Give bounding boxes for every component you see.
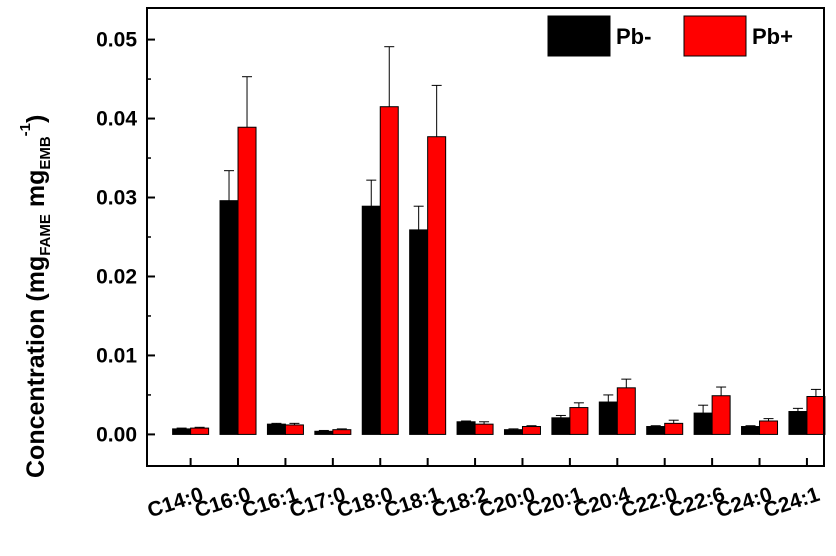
y-axis-label-sub-fame: FAME: [37, 214, 54, 256]
y-axis-label-close: ): [22, 115, 50, 123]
y-axis-label-sub-emb: EMB: [37, 136, 54, 170]
y-axis-label-sup: -1: [17, 123, 34, 136]
bar-pbplus: [427, 136, 447, 435]
bar-pbminus: [361, 205, 381, 435]
y-axis-label: Concentration (mgFAME mgEMB-1): [17, 115, 54, 478]
y-tick-label: 0.04: [96, 108, 137, 131]
y-tick-label: 0.05: [96, 29, 137, 52]
bar-pbminus: [646, 426, 666, 435]
bar-pbminus: [693, 412, 713, 435]
y-axis-label-main: Concentration (mg: [22, 256, 50, 478]
bar-pbplus: [569, 407, 589, 435]
bar-pbminus: [741, 426, 761, 435]
legend-label-pb-minus: Pb-: [616, 24, 651, 49]
y-axis: 0.00 0.01 0.02 0.03 0.04 0.05: [96, 29, 155, 446]
x-tick-label: C24:1: [761, 483, 823, 523]
bars-layer: [172, 46, 826, 435]
bar-pbminus: [551, 417, 571, 435]
bar-pbplus: [474, 423, 494, 435]
bar-pbminus: [266, 423, 286, 435]
bar-pbminus: [788, 411, 808, 435]
bar-pbminus: [172, 428, 192, 435]
bar-pbplus: [521, 426, 541, 435]
bar-pbplus: [806, 396, 826, 435]
bar-pbminus: [409, 229, 429, 435]
legend: Pb- Pb+: [547, 15, 793, 57]
bar-pbminus: [503, 429, 523, 435]
bar-pbplus: [332, 429, 352, 435]
y-tick-label: 0.01: [96, 344, 137, 367]
bar-pbminus: [598, 401, 618, 435]
bar-pbplus: [664, 422, 684, 435]
bar-pbplus: [711, 395, 731, 435]
bar-pbminus: [314, 430, 334, 435]
x-axis: C14:0C16:0C16:1C17:0C18:0C18:1C18:2C20:0…: [145, 458, 823, 522]
y-tick-label: 0.02: [96, 265, 137, 288]
bar-pbminus: [456, 421, 476, 435]
y-tick-label: 0.00: [96, 423, 137, 446]
legend-swatch-pb-minus: [547, 15, 611, 57]
bar-pbplus: [284, 424, 304, 435]
bar-pbplus: [190, 427, 210, 435]
bar-pbplus: [616, 387, 636, 435]
legend-swatch-pb-plus: [683, 15, 747, 57]
bar-pbplus: [379, 106, 399, 435]
y-axis-label-mid: mg: [22, 170, 50, 214]
bar-pbplus: [759, 420, 779, 435]
plot-frame: [146, 7, 825, 467]
legend-label-pb-plus: Pb+: [752, 24, 793, 49]
bar-pbminus: [219, 200, 239, 435]
bar-pbplus: [237, 126, 257, 435]
y-tick-label: 0.03: [96, 187, 137, 210]
